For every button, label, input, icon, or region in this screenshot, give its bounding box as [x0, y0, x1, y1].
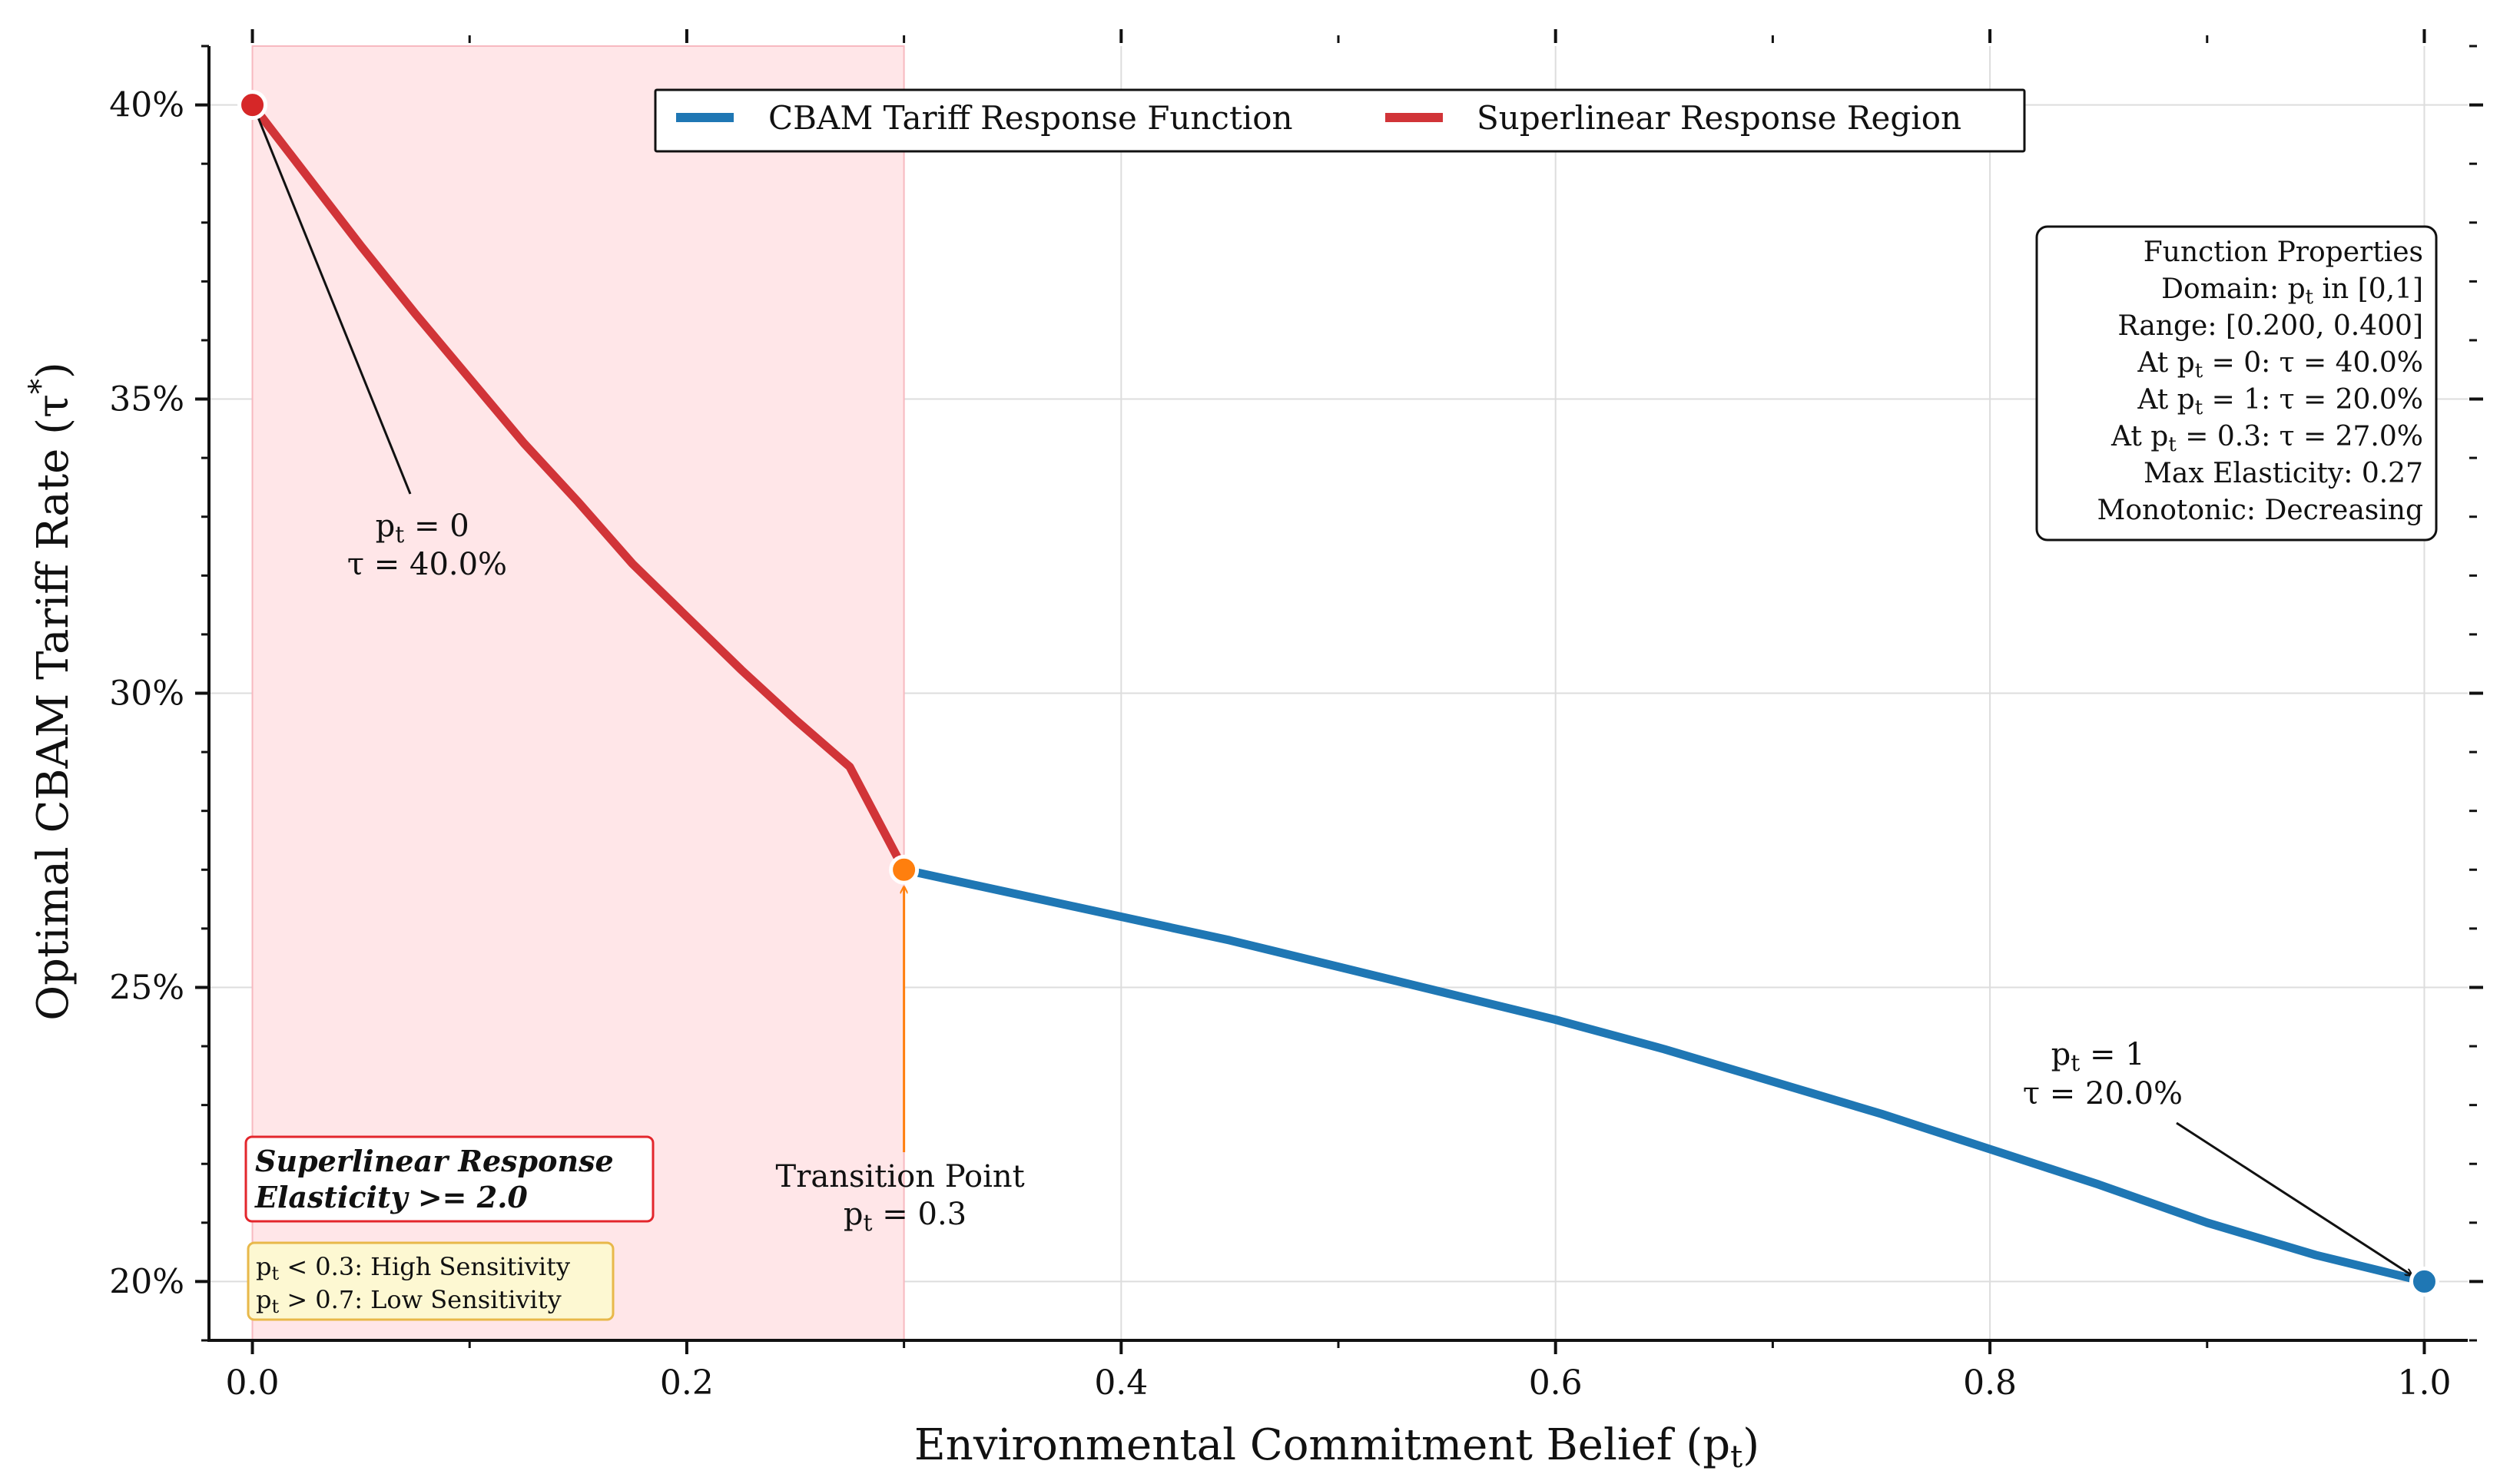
superlinear-shaded-region — [251, 45, 905, 1341]
y-tick-label: 40% — [109, 86, 184, 125]
annotation-start: pt = 0 τ = 40.0% — [347, 508, 507, 582]
x-axis-label: Environmental Commitment Belief (pt) — [914, 1420, 1759, 1475]
series-response-function — [900, 865, 2429, 1286]
superlinear-line1: Superlinear Response — [255, 1144, 614, 1178]
annotation-arrows — [256, 111, 2412, 1276]
x-tick-label: 0.0 — [226, 1363, 280, 1403]
properties-frame — [2035, 225, 2438, 542]
props-elasticity: Max Elasticity: 0.27 — [2144, 458, 2423, 489]
props-at0: At pt = 0: τ = 40.0% — [2137, 347, 2423, 383]
props-at1: At pt = 1: τ = 20.0% — [2137, 384, 2423, 419]
props-domain: Domain: pt in [0,1] — [2161, 273, 2423, 309]
x-tick-label: 1.0 — [2397, 1363, 2451, 1403]
arrow-start — [256, 111, 412, 495]
y-tick-label: 30% — [109, 674, 184, 714]
props-range: Range: [0.200, 0.400] — [2117, 310, 2423, 342]
annotation-transition: Transition Point pt = 0.3 — [776, 1159, 1035, 1237]
props-title: Function Properties — [2144, 237, 2423, 268]
arrow-end — [2176, 1121, 2412, 1275]
point-start — [237, 90, 268, 121]
superlinear-line2: Elasticity >= 2.0 — [254, 1180, 528, 1214]
y-tick-label: 20% — [109, 1262, 184, 1301]
sensitivity-box: pt < 0.3: High Sensitivity pt > 0.7: Low… — [247, 1241, 615, 1321]
legend: CBAM Tariff Response Function Superlinea… — [654, 88, 2026, 153]
legend-label-response: CBAM Tariff Response Function — [768, 99, 1293, 137]
superlinear-frame — [244, 1135, 655, 1223]
sensitivity-line1: pt < 0.3: High Sensitivity — [256, 1252, 570, 1284]
legend-frame — [654, 88, 2026, 153]
props-monotonic: Monotonic: Decreasing — [2097, 495, 2424, 526]
x-tick-label: 0.8 — [1963, 1363, 2017, 1403]
point-transition — [889, 854, 920, 885]
y-tick-label: 35% — [109, 380, 184, 419]
x-tick-label: 0.2 — [660, 1363, 714, 1403]
sensitivity-line2: pt > 0.7: Low Sensitivity — [256, 1285, 562, 1317]
y-tick-label: 25% — [109, 968, 184, 1007]
sensitivity-frame — [247, 1241, 615, 1321]
legend-label-superlinear: Superlinear Response Region — [1477, 99, 1961, 137]
superlinear-box: Superlinear Response Elasticity >= 2.0 — [244, 1135, 655, 1223]
ticks: 0.0 0.2 0.4 0.6 0.8 1.0 20% 25% 30% 35% 40% — [109, 29, 2483, 1403]
series — [248, 101, 2429, 1286]
y-axis-label: Optimal CBAM Tariff Rate (τ*) — [23, 362, 78, 1021]
data-points — [237, 90, 2439, 1297]
x-tick-label: 0.4 — [1094, 1363, 1148, 1403]
function-properties-box: Function Properties Domain: pt in [0,1] … — [2035, 225, 2438, 542]
series-superlinear-region — [248, 101, 909, 874]
x-tick-label: 0.6 — [1529, 1363, 1583, 1403]
point-end — [2409, 1266, 2439, 1297]
annotation-end: pt = 1 τ = 20.0% — [2023, 1037, 2183, 1111]
props-at03: At pt = 0.3: τ = 27.0% — [2110, 421, 2423, 456]
